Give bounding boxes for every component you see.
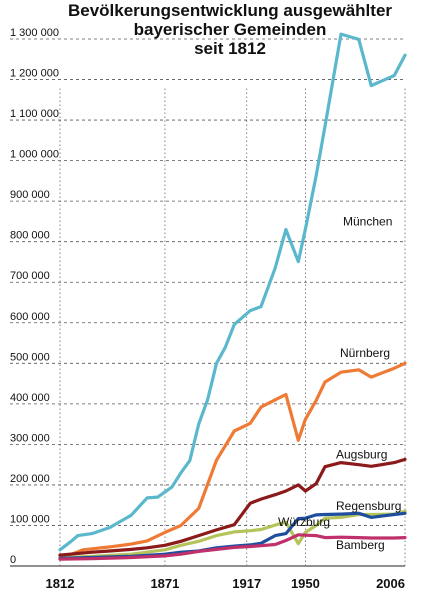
x-tick-label: 1917 <box>232 576 261 591</box>
chart-title-line-2: bayerischer Gemeinden <box>133 20 327 39</box>
y-tick-label: 800 000 <box>10 230 50 242</box>
series-label-regensburg: Regensburg <box>336 499 401 513</box>
series-line-nürnberg <box>58 361 407 558</box>
series-line-münchen <box>58 32 407 552</box>
x-tick-label: 2006 <box>376 576 405 591</box>
x-tick-label: 1871 <box>150 576 179 591</box>
y-tick-label: 100 000 <box>10 513 50 525</box>
y-tick-label: 900 000 <box>10 189 50 201</box>
series-line-augsburg <box>58 457 407 557</box>
series-label-münchen: München <box>343 214 392 228</box>
series-label-nürnberg: Nürnberg <box>340 346 390 360</box>
y-tick-label: 1 100 000 <box>10 108 59 120</box>
y-tick-label: 600 000 <box>10 311 50 323</box>
chart-title-line-1: Bevölkerungsentwicklung ausgewählter <box>67 1 393 20</box>
y-tick-label: 200 000 <box>10 473 50 485</box>
y-tick-label: 500 000 <box>10 351 50 363</box>
y-tick-label: 300 000 <box>10 432 50 444</box>
y-tick-label: 1 300 000 <box>10 27 59 39</box>
series-label-würzburg: Würzburg <box>278 515 330 529</box>
chart-title-line-3: seit 1812 <box>194 39 266 58</box>
x-tick-label: 1812 <box>46 576 75 591</box>
y-tick-label: 1 000 000 <box>10 149 59 161</box>
series-label-augsburg: Augsburg <box>336 448 387 462</box>
y-tick-label: 1 200 000 <box>10 68 59 80</box>
x-tick-label: 1950 <box>291 576 320 591</box>
series-label-bamberg: Bamberg <box>336 538 385 552</box>
y-tick-label: 0 <box>10 554 16 566</box>
series-line-würzburg <box>58 509 407 560</box>
y-tick-label: 400 000 <box>10 392 50 404</box>
series-line-regensburg <box>58 511 407 560</box>
y-tick-label: 700 000 <box>10 270 50 282</box>
series-line-bamberg <box>58 533 407 561</box>
